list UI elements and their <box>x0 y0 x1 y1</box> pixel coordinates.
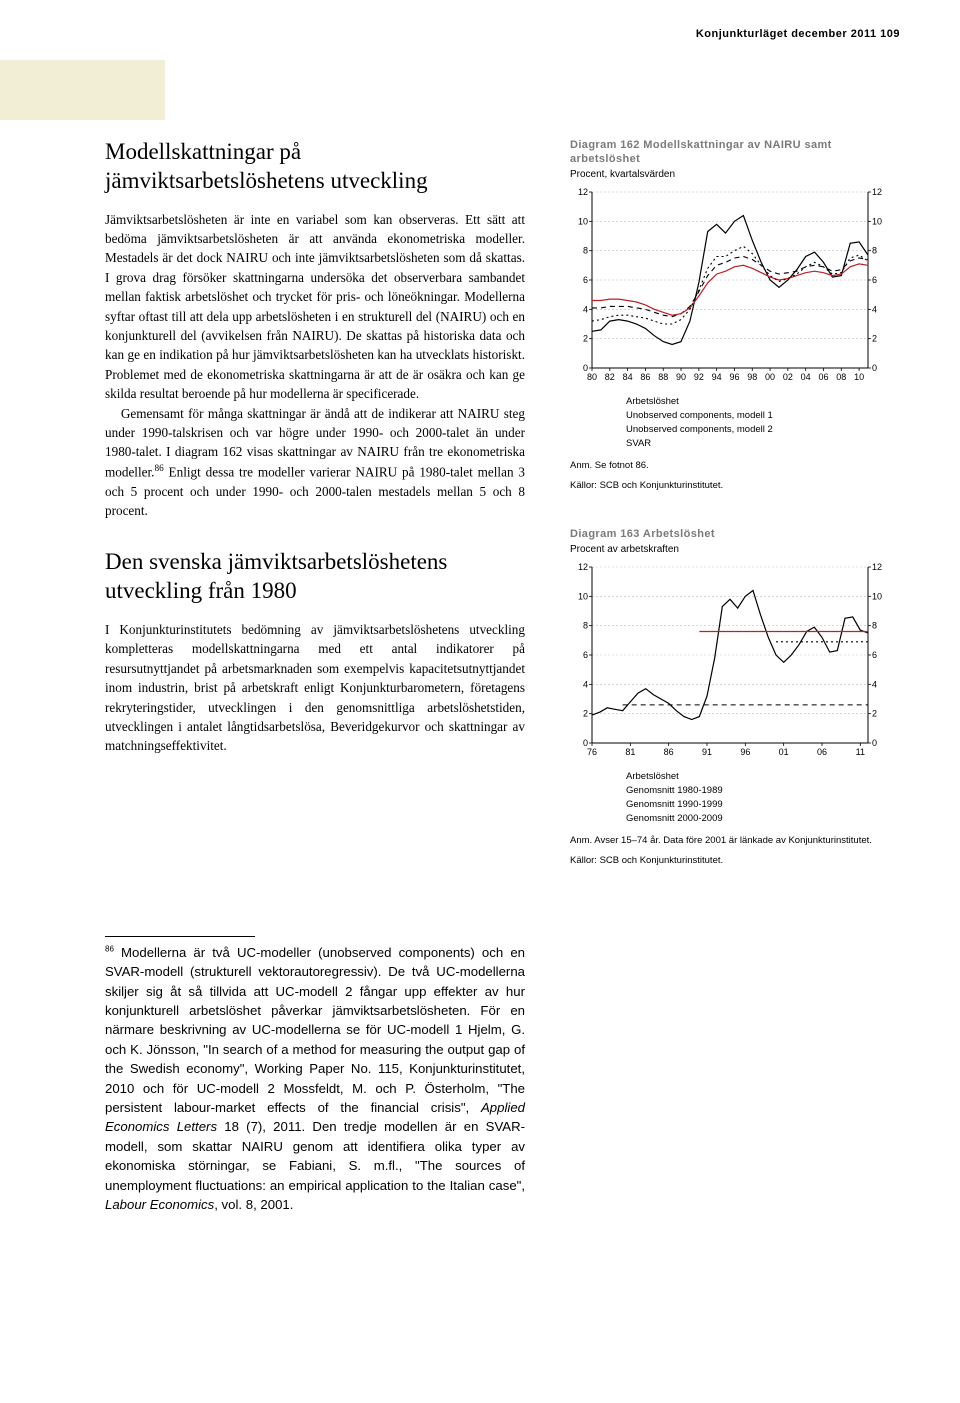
legend-row: Unobserved components, modell 1 <box>598 409 890 423</box>
svg-text:10: 10 <box>578 216 588 226</box>
paragraph-1: Jämviktsarbetslösheten är inte en variab… <box>105 210 525 404</box>
svg-text:98: 98 <box>747 372 757 382</box>
svg-text:84: 84 <box>623 372 633 382</box>
svg-text:2: 2 <box>872 333 877 343</box>
p2b: Enligt dessa tre modeller varierar NAIRU… <box>105 464 525 518</box>
svg-text:94: 94 <box>712 372 722 382</box>
footnote-number: 86 <box>105 944 114 953</box>
chart-162-legend: Arbetslöshet Unobserved components, mode… <box>570 395 890 452</box>
paragraph-2: Gemensamt för många skattningar är ändå … <box>105 404 525 521</box>
svg-text:10: 10 <box>578 591 588 601</box>
chart-162-block: Diagram 162 Modellskattningar av NAIRU s… <box>570 138 890 493</box>
chart-162-subtitle: Procent, kvartalsvärden <box>570 169 890 180</box>
svg-text:00: 00 <box>765 372 775 382</box>
footnote-separator <box>105 936 255 937</box>
fn-a: Modellerna är två UC-modeller (unobserve… <box>105 945 525 1115</box>
svg-text:08: 08 <box>836 372 846 382</box>
svg-text:4: 4 <box>872 679 877 689</box>
fn-em2: Labour Economics <box>105 1197 214 1212</box>
svg-text:82: 82 <box>605 372 615 382</box>
legend-label: Genomsnitt 1990-1999 <box>626 798 723 812</box>
chart-163-block: Diagram 163 Arbetslöshet Procent av arbe… <box>570 527 890 868</box>
footnote-ref-86: 86 <box>154 463 163 473</box>
svg-text:12: 12 <box>872 562 882 572</box>
svg-text:96: 96 <box>729 372 739 382</box>
svg-text:8: 8 <box>583 245 588 255</box>
svg-text:10: 10 <box>872 216 882 226</box>
chart-163-title: Diagram 163 Arbetslöshet <box>570 527 890 541</box>
svg-text:0: 0 <box>872 738 877 748</box>
svg-text:10: 10 <box>872 591 882 601</box>
svg-text:86: 86 <box>664 747 674 757</box>
chart-162-plot: 0022446688101012128082848688909294969800… <box>570 186 890 391</box>
svg-text:01: 01 <box>779 747 789 757</box>
svg-text:90: 90 <box>676 372 686 382</box>
svg-text:92: 92 <box>694 372 704 382</box>
running-head: Konjunkturläget december 2011 109 <box>696 28 900 40</box>
svg-text:6: 6 <box>872 650 877 660</box>
section-heading-2: Den svenska jämviktsarbetslöshetens utve… <box>105 548 525 606</box>
svg-text:8: 8 <box>872 245 877 255</box>
svg-text:4: 4 <box>872 304 877 314</box>
svg-text:4: 4 <box>583 679 588 689</box>
svg-text:12: 12 <box>578 562 588 572</box>
svg-text:81: 81 <box>625 747 635 757</box>
legend-row: Genomsnitt 2000-2009 <box>598 812 890 826</box>
svg-text:4: 4 <box>583 304 588 314</box>
svg-text:02: 02 <box>783 372 793 382</box>
svg-text:04: 04 <box>801 372 811 382</box>
main-column: Modellskattningar på jämviktsarbetslöshe… <box>105 138 525 1214</box>
legend-label: Unobserved components, modell 1 <box>626 409 773 423</box>
legend-row: Unobserved components, modell 2 <box>598 423 890 437</box>
svg-text:6: 6 <box>583 650 588 660</box>
svg-text:8: 8 <box>872 620 877 630</box>
svg-text:2: 2 <box>583 333 588 343</box>
chart-163-note-1: Anm. Avser 15–74 år. Data före 2001 är l… <box>570 835 890 848</box>
legend-row: Genomsnitt 1990-1999 <box>598 798 890 812</box>
chart-163-legend: Arbetslöshet Genomsnitt 1980-1989 Genoms… <box>570 770 890 827</box>
chart-163-plot: 0022446688101012127681869196010611 <box>570 561 890 766</box>
footnote-86: 86 Modellerna är två UC-modeller (unobse… <box>105 943 525 1215</box>
legend-label: SVAR <box>626 437 651 451</box>
svg-text:96: 96 <box>740 747 750 757</box>
paragraph-3: I Konjunkturinstitutets bedömning av jäm… <box>105 620 525 756</box>
svg-text:06: 06 <box>817 747 827 757</box>
legend-label: Unobserved components, modell 2 <box>626 423 773 437</box>
svg-text:8: 8 <box>583 620 588 630</box>
fn-c: , vol. 8, 2001. <box>214 1197 293 1212</box>
section-heading-1: Modellskattningar på jämviktsarbetslöshe… <box>105 138 525 196</box>
legend-label: Arbetslöshet <box>626 770 679 784</box>
svg-text:6: 6 <box>872 275 877 285</box>
svg-text:06: 06 <box>818 372 828 382</box>
chart-162-note-2: Källor: SCB och Konjunkturinstitutet. <box>570 480 890 493</box>
header-accent-block <box>0 60 165 120</box>
chart-163-note-2: Källor: SCB och Konjunkturinstitutet. <box>570 855 890 868</box>
chart-163-subtitle: Procent av arbetskraften <box>570 544 890 555</box>
svg-text:2: 2 <box>583 708 588 718</box>
svg-text:76: 76 <box>587 747 597 757</box>
svg-text:6: 6 <box>583 275 588 285</box>
chart-162-note-1: Anm. Se fotnot 86. <box>570 460 890 473</box>
svg-text:80: 80 <box>587 372 597 382</box>
svg-text:11: 11 <box>856 747 865 757</box>
svg-text:91: 91 <box>702 747 712 757</box>
legend-row: SVAR <box>598 437 890 451</box>
svg-text:12: 12 <box>578 187 588 197</box>
svg-text:10: 10 <box>854 372 864 382</box>
svg-text:86: 86 <box>640 372 650 382</box>
legend-row: Arbetslöshet <box>598 770 890 784</box>
legend-label: Arbetslöshet <box>626 395 679 409</box>
legend-label: Genomsnitt 1980-1989 <box>626 784 723 798</box>
legend-row: Genomsnitt 1980-1989 <box>598 784 890 798</box>
side-column: Diagram 162 Modellskattningar av NAIRU s… <box>570 138 890 902</box>
legend-row: Arbetslöshet <box>598 395 890 409</box>
svg-text:88: 88 <box>658 372 668 382</box>
legend-label: Genomsnitt 2000-2009 <box>626 812 723 826</box>
svg-text:12: 12 <box>872 187 882 197</box>
svg-text:0: 0 <box>872 363 877 373</box>
chart-162-title: Diagram 162 Modellskattningar av NAIRU s… <box>570 138 890 167</box>
svg-text:2: 2 <box>872 708 877 718</box>
